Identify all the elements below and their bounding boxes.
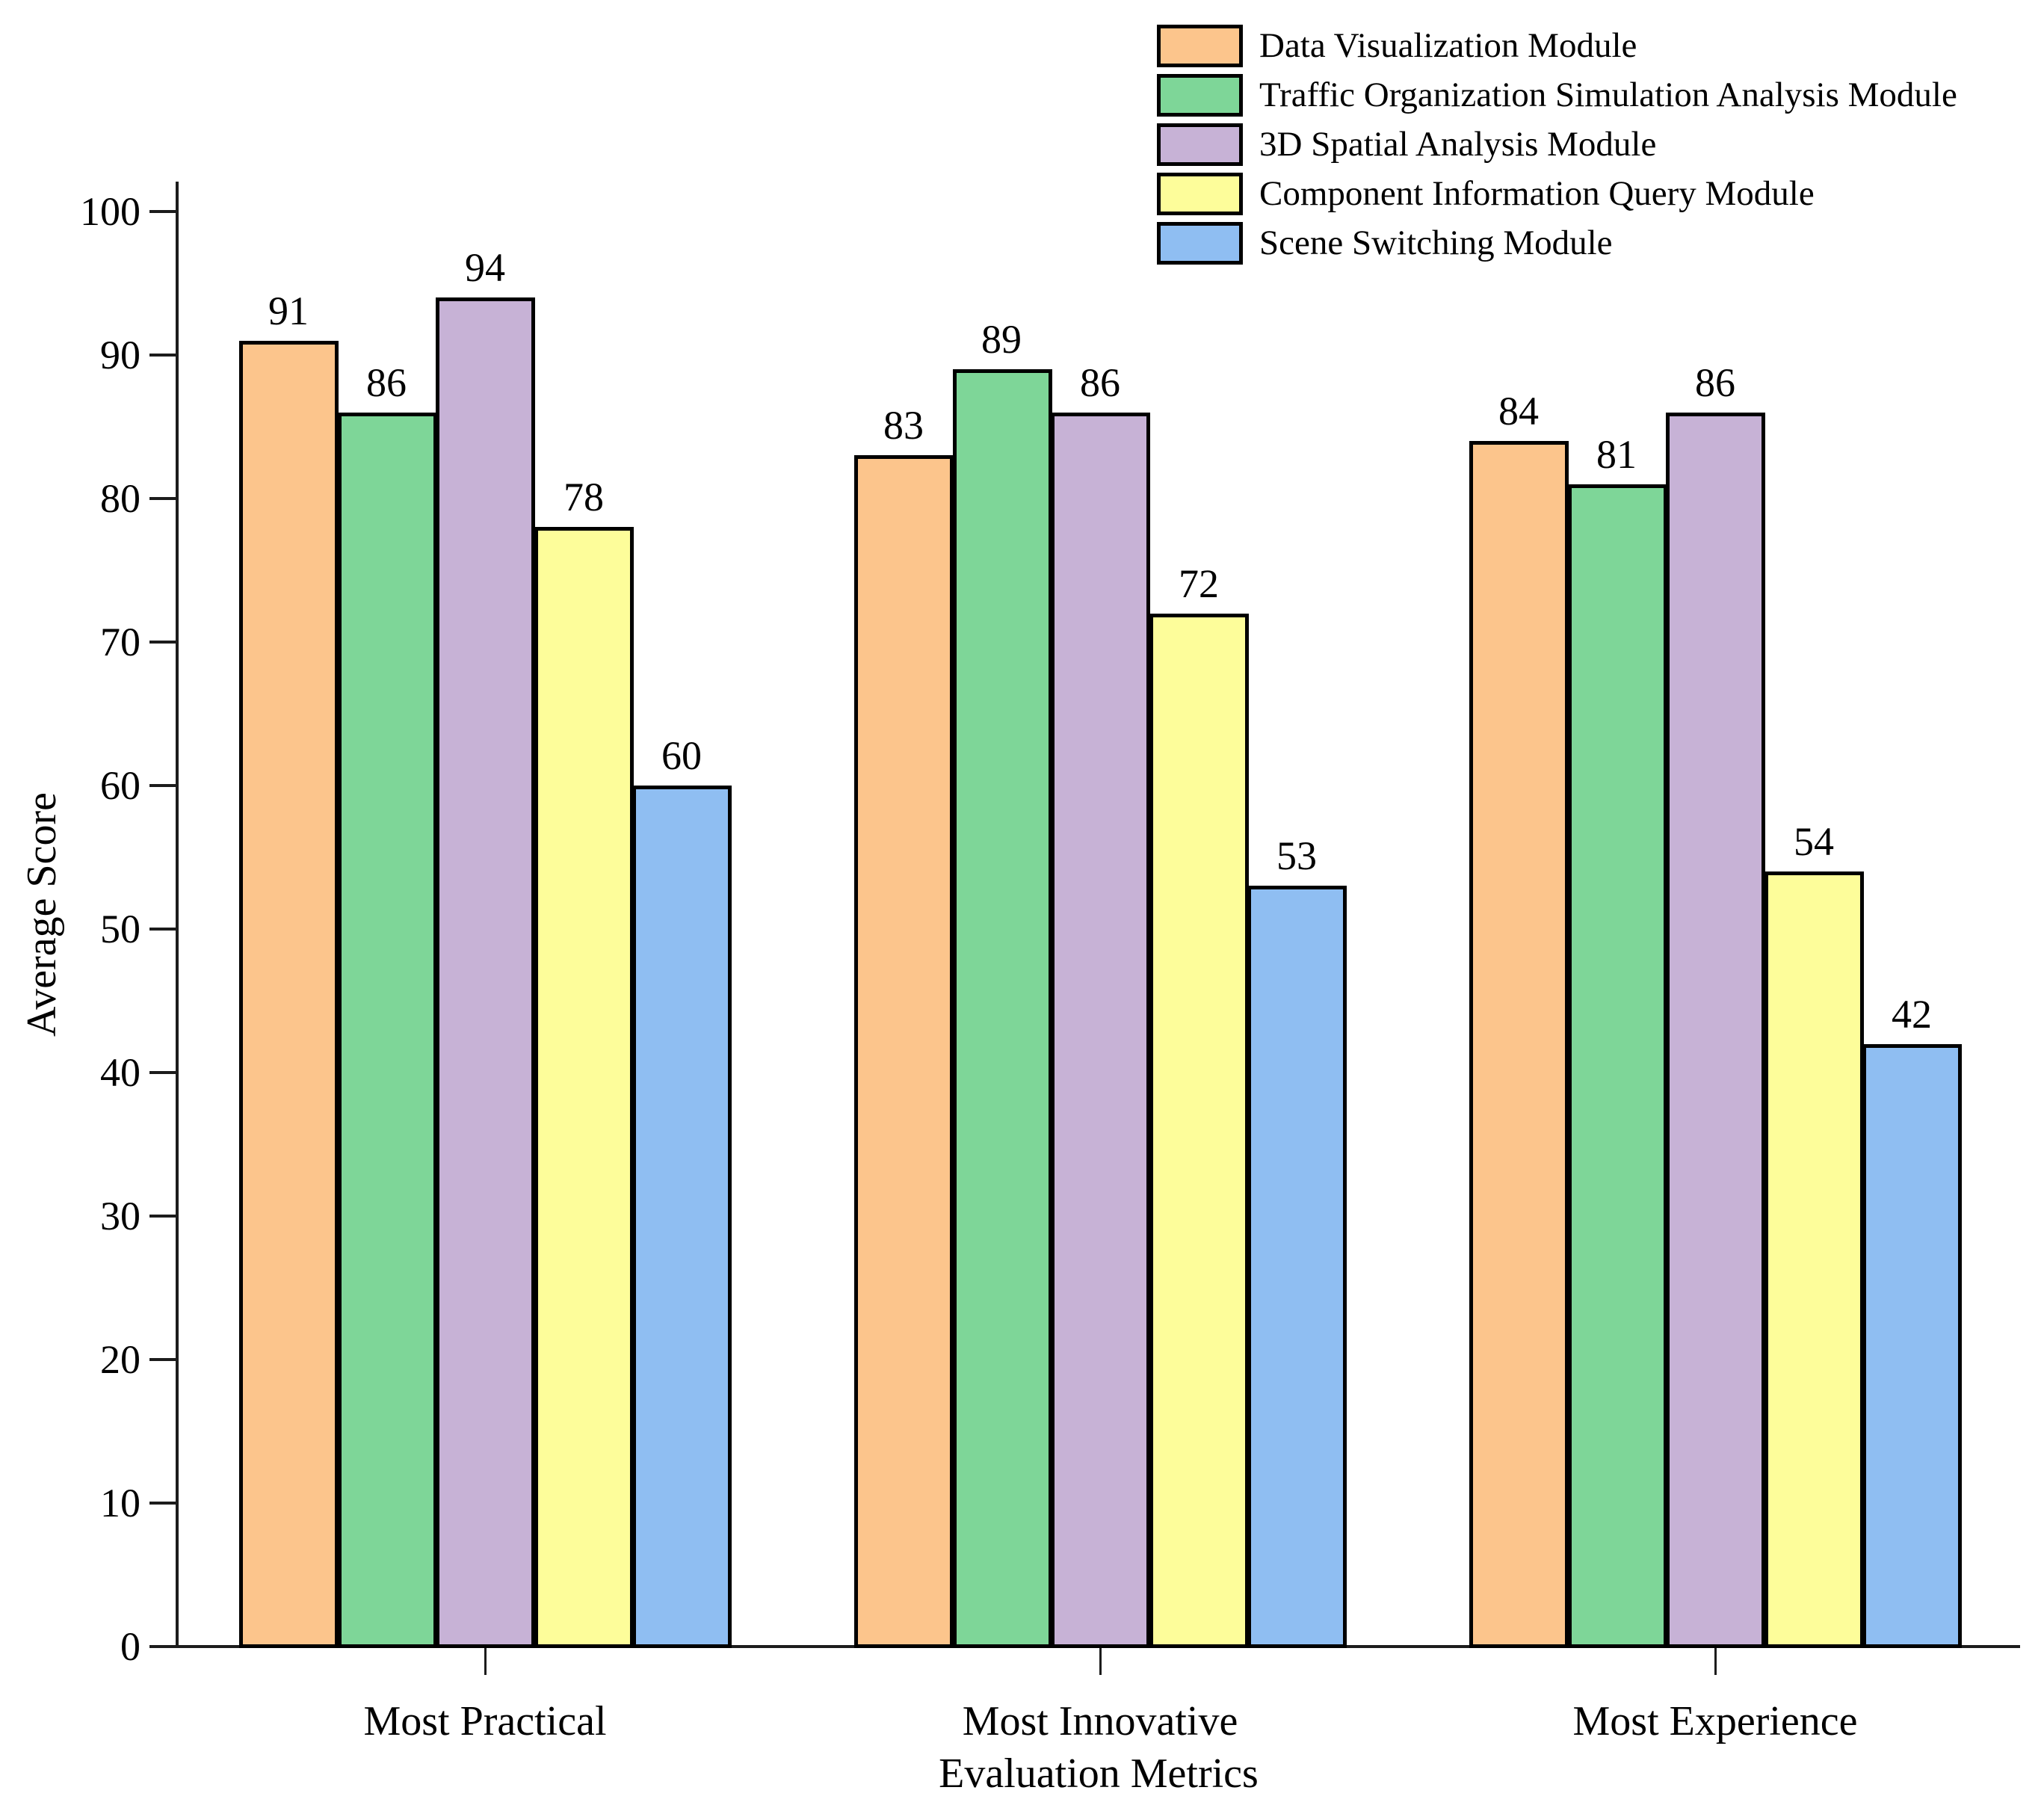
- legend-swatch: [1157, 123, 1243, 166]
- y-tick-label: 50: [100, 907, 141, 951]
- y-tick-label: 40: [100, 1050, 141, 1095]
- bar-value-label: 60: [661, 733, 702, 778]
- bar-most-experience-s1: [1568, 484, 1667, 1648]
- bar-value-label: 78: [564, 475, 604, 519]
- bar-value-label: 91: [268, 289, 309, 333]
- bar-most-experience-s2: [1666, 413, 1765, 1648]
- y-tick-label: 0: [120, 1624, 141, 1669]
- y-tick-mark: [149, 1358, 177, 1361]
- bar-value-label: 89: [981, 317, 1022, 362]
- legend-item: Data Visualization Module: [1157, 25, 1957, 67]
- bar-most-practical-s2: [436, 297, 535, 1648]
- y-tick-mark: [149, 497, 177, 500]
- y-tick-label: 30: [100, 1194, 141, 1238]
- bar-most-experience-s3: [1764, 871, 1864, 1648]
- y-tick-label: 90: [100, 333, 141, 377]
- y-tick-label: 10: [100, 1481, 141, 1525]
- bar-value-label: 86: [1080, 360, 1120, 405]
- legend-label: Component Information Query Module: [1259, 174, 1815, 213]
- y-tick-label: 80: [100, 476, 141, 521]
- bar-value-label: 94: [465, 245, 505, 290]
- bar-value-label: 42: [1892, 992, 1932, 1037]
- bar-value-label: 83: [883, 403, 924, 448]
- legend-item: 3D Spatial Analysis Module: [1157, 123, 1957, 166]
- bar-most-innovative-s3: [1149, 614, 1249, 1648]
- y-tick-mark: [149, 210, 177, 213]
- bar-most-practical-s4: [632, 786, 732, 1648]
- bar-value-label: 84: [1498, 389, 1539, 434]
- y-tick-mark: [149, 928, 177, 931]
- bar-value-label: 72: [1179, 561, 1219, 606]
- y-axis-line: [176, 182, 179, 1648]
- bar-most-practical-s3: [534, 527, 634, 1648]
- y-tick-mark: [149, 1502, 177, 1505]
- legend-swatch: [1157, 25, 1243, 67]
- y-tick-mark: [149, 641, 177, 644]
- y-tick-mark: [149, 1645, 177, 1648]
- legend-label: Scene Switching Module: [1259, 223, 1613, 262]
- bar-most-practical-s1: [338, 413, 437, 1648]
- legend-item: Scene Switching Module: [1157, 222, 1957, 265]
- y-tick-label: 20: [100, 1337, 141, 1382]
- y-tick-mark: [149, 784, 177, 787]
- category-label: Most Practical: [363, 1698, 607, 1744]
- legend: Data Visualization Module Traffic Organiz…: [1157, 25, 1957, 265]
- legend-label: Traffic Organization Simulation Analysis…: [1259, 75, 1957, 114]
- y-tick-label: 100: [80, 189, 141, 234]
- bar-most-innovative-s4: [1247, 886, 1347, 1648]
- bar-value-label: 86: [366, 360, 407, 405]
- x-tick-mark: [1714, 1647, 1717, 1675]
- x-axis-title: Evaluation Metrics: [939, 1750, 1259, 1797]
- y-axis-title: Average Score: [19, 792, 65, 1037]
- bar-most-innovative-s2: [1051, 413, 1150, 1648]
- bar-most-experience-s4: [1862, 1044, 1962, 1648]
- bar-most-practical-s0: [239, 341, 339, 1648]
- bar-value-label: 86: [1695, 360, 1735, 405]
- legend-item: Component Information Query Module: [1157, 173, 1957, 215]
- bar-value-label: 81: [1596, 432, 1637, 477]
- legend-swatch: [1157, 74, 1243, 117]
- bar-value-label: 54: [1794, 819, 1834, 864]
- y-tick-mark: [149, 1071, 177, 1074]
- bar-most-experience-s0: [1469, 441, 1569, 1648]
- legend-swatch: [1157, 173, 1243, 215]
- legend-label: Data Visualization Module: [1259, 26, 1637, 65]
- y-tick-mark: [149, 354, 177, 357]
- category-label: Most Experience: [1572, 1698, 1858, 1744]
- y-tick-mark: [149, 1215, 177, 1218]
- legend-label: 3D Spatial Analysis Module: [1259, 125, 1657, 164]
- y-tick-label: 60: [100, 763, 141, 808]
- legend-swatch: [1157, 222, 1243, 265]
- category-label: Most Innovative: [962, 1698, 1238, 1744]
- bar-most-innovative-s0: [854, 455, 954, 1648]
- bar-value-label: 53: [1276, 833, 1317, 878]
- x-tick-mark: [484, 1647, 487, 1675]
- bar-most-innovative-s1: [953, 369, 1052, 1648]
- y-tick-label: 70: [100, 620, 141, 664]
- x-tick-mark: [1099, 1647, 1102, 1675]
- legend-item: Traffic Organization Simulation Analysis…: [1157, 74, 1957, 117]
